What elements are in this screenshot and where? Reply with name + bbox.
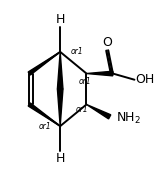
Polygon shape bbox=[57, 89, 63, 126]
Polygon shape bbox=[57, 52, 63, 89]
Text: NH$_2$: NH$_2$ bbox=[116, 111, 141, 126]
Text: or1: or1 bbox=[71, 47, 84, 56]
Text: or1: or1 bbox=[76, 105, 88, 114]
Text: OH: OH bbox=[135, 73, 154, 86]
Text: O: O bbox=[102, 36, 112, 49]
Text: H: H bbox=[56, 152, 65, 165]
Text: or1: or1 bbox=[79, 77, 91, 86]
Text: H: H bbox=[56, 13, 65, 26]
Polygon shape bbox=[28, 103, 60, 126]
Polygon shape bbox=[28, 52, 60, 75]
Polygon shape bbox=[87, 71, 113, 76]
Text: or1: or1 bbox=[39, 122, 51, 131]
Polygon shape bbox=[87, 104, 111, 119]
